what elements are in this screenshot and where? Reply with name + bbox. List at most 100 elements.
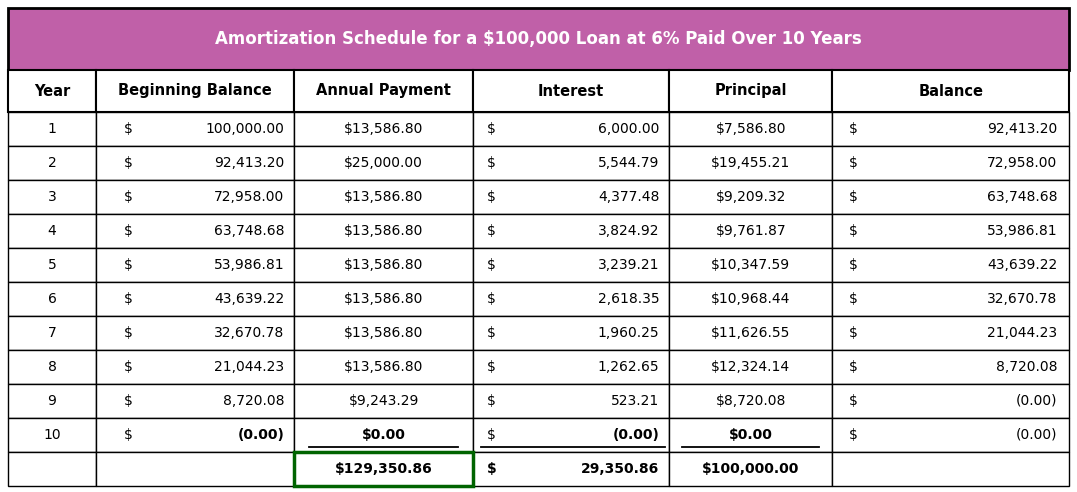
Text: 100,000.00: 100,000.00 <box>206 122 284 136</box>
Text: $129,350.86: $129,350.86 <box>335 462 433 476</box>
Bar <box>8 384 96 418</box>
Text: 5: 5 <box>47 258 56 272</box>
Bar <box>473 282 669 316</box>
Text: $: $ <box>124 224 132 238</box>
Text: 4: 4 <box>47 224 56 238</box>
Text: $9,209.32: $9,209.32 <box>715 190 786 204</box>
Text: 53,986.81: 53,986.81 <box>214 258 284 272</box>
Bar <box>8 248 96 282</box>
Text: 523.21: 523.21 <box>611 394 659 408</box>
Text: $10,968.44: $10,968.44 <box>711 292 791 306</box>
Bar <box>8 112 96 146</box>
Bar <box>833 350 1069 384</box>
Bar <box>473 214 669 248</box>
Bar <box>96 214 294 248</box>
Text: 32,670.78: 32,670.78 <box>987 292 1058 306</box>
Bar <box>669 384 833 418</box>
Text: $: $ <box>487 428 495 442</box>
Text: 7: 7 <box>47 326 56 340</box>
Text: $100,000.00: $100,000.00 <box>702 462 799 476</box>
Text: $: $ <box>849 224 858 238</box>
Bar <box>669 112 833 146</box>
Bar <box>669 282 833 316</box>
Text: 72,958.00: 72,958.00 <box>214 190 284 204</box>
Bar <box>833 248 1069 282</box>
Text: 8: 8 <box>47 360 56 374</box>
Bar <box>669 418 833 452</box>
Text: $9,761.87: $9,761.87 <box>715 224 786 238</box>
Text: $12,324.14: $12,324.14 <box>711 360 791 374</box>
Text: $: $ <box>487 156 495 170</box>
Text: $11,626.55: $11,626.55 <box>711 326 791 340</box>
Bar <box>96 316 294 350</box>
Text: $: $ <box>487 394 495 408</box>
Text: 1,262.65: 1,262.65 <box>598 360 659 374</box>
Text: $: $ <box>487 190 495 204</box>
Text: 43,639.22: 43,639.22 <box>987 258 1058 272</box>
Bar <box>294 282 473 316</box>
Text: $10,347.59: $10,347.59 <box>711 258 791 272</box>
Text: $13,586.80: $13,586.80 <box>344 326 423 340</box>
Bar <box>294 418 473 452</box>
Text: 5,544.79: 5,544.79 <box>598 156 659 170</box>
Text: 6,000.00: 6,000.00 <box>598 122 659 136</box>
Bar <box>294 180 473 214</box>
Text: 2: 2 <box>47 156 56 170</box>
Bar <box>669 248 833 282</box>
Bar <box>8 350 96 384</box>
Bar <box>473 70 669 112</box>
Bar <box>294 384 473 418</box>
Bar <box>669 350 833 384</box>
Text: $: $ <box>487 122 495 136</box>
Bar <box>96 384 294 418</box>
Text: $13,586.80: $13,586.80 <box>344 224 423 238</box>
Text: $19,455.21: $19,455.21 <box>711 156 791 170</box>
Bar <box>96 146 294 180</box>
Bar <box>96 452 294 486</box>
Text: Interest: Interest <box>537 84 604 98</box>
Text: $: $ <box>124 292 132 306</box>
Text: 6: 6 <box>47 292 56 306</box>
Text: $: $ <box>487 224 495 238</box>
Bar <box>8 180 96 214</box>
Bar <box>96 248 294 282</box>
Text: $: $ <box>849 360 858 374</box>
Text: 10: 10 <box>43 428 60 442</box>
Bar <box>294 452 473 486</box>
Text: $: $ <box>124 156 132 170</box>
Text: 53,986.81: 53,986.81 <box>987 224 1058 238</box>
Text: (0.00): (0.00) <box>613 428 659 442</box>
Text: $9,243.29: $9,243.29 <box>348 394 419 408</box>
Bar <box>473 316 669 350</box>
Bar <box>473 180 669 214</box>
Text: $: $ <box>849 156 858 170</box>
Text: $13,586.80: $13,586.80 <box>344 122 423 136</box>
Text: $7,586.80: $7,586.80 <box>715 122 786 136</box>
Bar <box>669 146 833 180</box>
Bar <box>8 282 96 316</box>
Text: $: $ <box>849 258 858 272</box>
Bar <box>473 452 669 486</box>
Text: $: $ <box>124 122 132 136</box>
Bar <box>473 418 669 452</box>
Text: 3,824.92: 3,824.92 <box>598 224 659 238</box>
Bar <box>669 316 833 350</box>
Text: Amortization Schedule for a $100,000 Loan at 6% Paid Over 10 Years: Amortization Schedule for a $100,000 Loa… <box>215 30 862 48</box>
Bar <box>833 180 1069 214</box>
Text: 1: 1 <box>47 122 56 136</box>
Text: $: $ <box>124 190 132 204</box>
Bar <box>833 282 1069 316</box>
Bar <box>8 8 1069 70</box>
Bar <box>833 146 1069 180</box>
Text: $: $ <box>124 360 132 374</box>
Text: $13,586.80: $13,586.80 <box>344 190 423 204</box>
Text: 21,044.23: 21,044.23 <box>214 360 284 374</box>
Text: 9: 9 <box>47 394 56 408</box>
Bar <box>669 70 833 112</box>
Text: $: $ <box>487 326 495 340</box>
Bar <box>294 350 473 384</box>
Text: $13,586.80: $13,586.80 <box>344 258 423 272</box>
Bar <box>833 112 1069 146</box>
Text: $0.00: $0.00 <box>362 428 406 442</box>
Text: Balance: Balance <box>919 84 983 98</box>
